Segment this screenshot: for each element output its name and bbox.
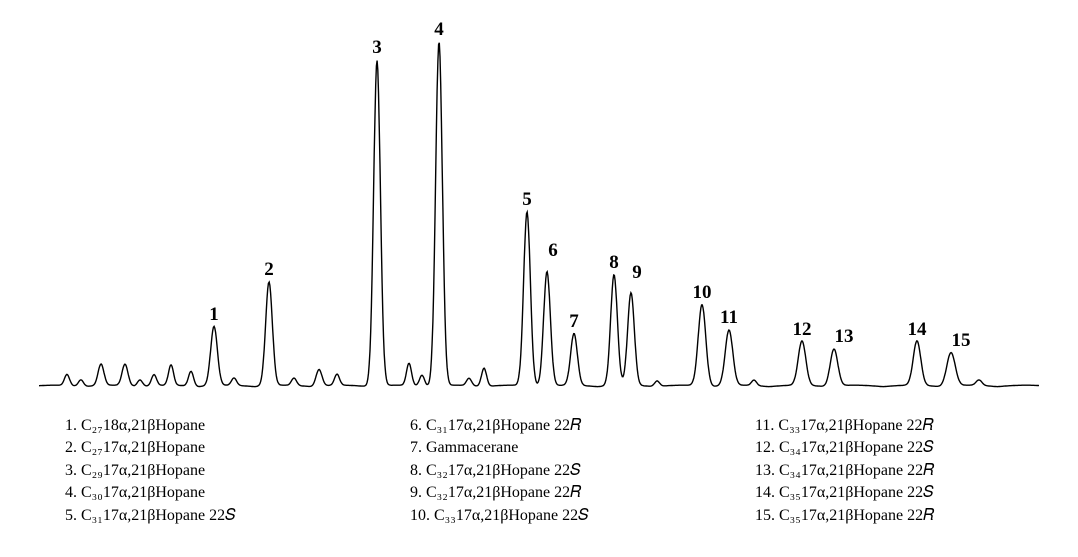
- legend-item: 2. C₂₇17α,21βHopane: [65, 437, 236, 459]
- legend-item-text: C₃₅17α,21βHopane 22𝑅: [775, 507, 934, 524]
- legend-column-1: 1. C₂₇18α,21βHopane2. C₂₇17α,21βHopane3.…: [65, 415, 236, 527]
- legend-item: 13. C₃₄17α,21βHopane 22𝑅: [755, 460, 934, 482]
- legend-item-text: C₃₅17α,21βHopane 22𝑆: [775, 484, 934, 501]
- legend-item-number: 4.: [65, 484, 77, 501]
- legend-item: 1. C₂₇18α,21βHopane: [65, 415, 236, 437]
- legend-item-number: 11.: [755, 417, 774, 434]
- peak-label-8: 8: [609, 252, 619, 274]
- legend-item: 7. Gammacerane: [410, 437, 589, 459]
- chromatogram-chart: 123456789101112131415: [39, 30, 1039, 400]
- legend-item-number: 1.: [65, 417, 77, 434]
- legend-item: 11. C₃₃17α,21βHopane 22𝑅: [755, 415, 934, 437]
- chromatogram-svg: [39, 30, 1039, 400]
- legend-item-number: 14.: [755, 484, 775, 501]
- peak-label-13: 13: [835, 326, 854, 348]
- legend-item-number: 5.: [65, 507, 77, 524]
- legend-item-text: C₃₀17α,21βHopane: [77, 484, 205, 501]
- legend-item-text: C₃₃17α,21βHopane 22𝑆: [430, 507, 589, 524]
- legend-item-text: C₃₄17α,21βHopane 22𝑆: [775, 439, 934, 456]
- legend-item-number: 7.: [410, 439, 422, 456]
- chromatogram-path: [39, 43, 1039, 387]
- peak-label-3: 3: [372, 37, 382, 59]
- legend-item-text: C₃₂17α,21βHopane 22𝑆: [422, 462, 581, 479]
- legend-item: 4. C₃₀17α,21βHopane: [65, 482, 236, 504]
- legend-item-number: 9.: [410, 484, 422, 501]
- legend-item: 8. C₃₂17α,21βHopane 22𝑆: [410, 460, 589, 482]
- legend-item-text: C₃₁17α,21βHopane 22𝑆: [77, 507, 236, 524]
- legend-item-number: 3.: [65, 462, 77, 479]
- legend-item: 15. C₃₅17α,21βHopane 22𝑅: [755, 505, 934, 527]
- legend-item-text: C₃₁17α,21βHopane 22𝑅: [422, 417, 581, 434]
- legend-item-text: C₃₄17α,21βHopane 22𝑅: [775, 462, 934, 479]
- legend-item: 9. C₃₂17α,21βHopane 22𝑅: [410, 482, 589, 504]
- peak-label-15: 15: [952, 330, 971, 352]
- peak-label-14: 14: [908, 319, 927, 341]
- legend-column-2: 6. C₃₁17α,21βHopane 22𝑅7. Gammacerane8. …: [410, 415, 589, 527]
- peak-label-4: 4: [434, 19, 444, 41]
- compound-legend: 1. C₂₇18α,21βHopane2. C₂₇17α,21βHopane3.…: [65, 415, 1025, 531]
- peak-label-11: 11: [720, 307, 738, 329]
- peak-label-10: 10: [693, 282, 712, 304]
- legend-item: 14. C₃₅17α,21βHopane 22𝑆: [755, 482, 934, 504]
- legend-item-number: 6.: [410, 417, 422, 434]
- legend-item-text: C₃₂17α,21βHopane 22𝑅: [422, 484, 581, 501]
- legend-item-number: 15.: [755, 507, 775, 524]
- peak-label-1: 1: [209, 304, 219, 326]
- legend-item-number: 2.: [65, 439, 77, 456]
- legend-item-number: 12.: [755, 439, 775, 456]
- legend-item-text: Gammacerane: [422, 439, 518, 456]
- peak-label-2: 2: [264, 259, 274, 281]
- legend-item-text: C₂₇17α,21βHopane: [77, 439, 205, 456]
- peak-label-6: 6: [548, 240, 558, 262]
- legend-item-text: C₂₇18α,21βHopane: [77, 417, 205, 434]
- peak-label-12: 12: [793, 319, 812, 341]
- peak-label-5: 5: [522, 189, 532, 211]
- peak-label-9: 9: [632, 262, 642, 284]
- legend-item: 3. C₂₉17α,21βHopane: [65, 460, 236, 482]
- legend-item-text: C₃₃17α,21βHopane 22𝑅: [774, 417, 933, 434]
- legend-item-text: C₂₉17α,21βHopane: [77, 462, 205, 479]
- legend-item: 12. C₃₄17α,21βHopane 22𝑆: [755, 437, 934, 459]
- peak-label-7: 7: [569, 311, 579, 333]
- legend-item: 10. C₃₃17α,21βHopane 22𝑆: [410, 505, 589, 527]
- legend-item-number: 13.: [755, 462, 775, 479]
- legend-item-number: 10.: [410, 507, 430, 524]
- legend-item-number: 8.: [410, 462, 422, 479]
- legend-item: 6. C₃₁17α,21βHopane 22𝑅: [410, 415, 589, 437]
- legend-column-3: 11. C₃₃17α,21βHopane 22𝑅12. C₃₄17α,21βHo…: [755, 415, 934, 527]
- legend-item: 5. C₃₁17α,21βHopane 22𝑆: [65, 505, 236, 527]
